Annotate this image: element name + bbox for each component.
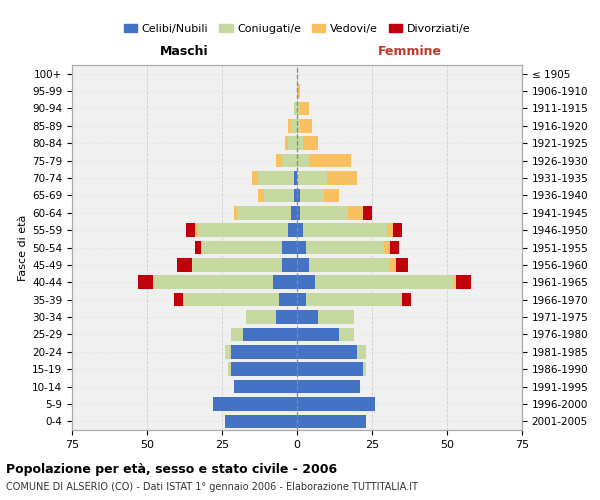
Bar <box>282 154 297 168</box>
Bar <box>297 224 303 237</box>
Bar <box>186 224 195 237</box>
Bar <box>309 154 351 168</box>
Bar <box>297 276 315 289</box>
Bar <box>297 380 360 394</box>
Bar <box>387 224 393 237</box>
Bar <box>390 240 399 254</box>
Bar <box>177 258 192 272</box>
Bar <box>396 258 408 272</box>
Bar <box>300 119 312 132</box>
Bar <box>183 293 279 306</box>
Bar <box>309 258 390 272</box>
Bar <box>306 240 384 254</box>
Bar <box>243 328 297 341</box>
Bar <box>297 154 309 168</box>
Text: Maschi: Maschi <box>160 45 209 58</box>
Bar <box>294 188 297 202</box>
Bar <box>153 276 273 289</box>
Bar <box>138 276 153 289</box>
Legend: Celibi/Nubili, Coniugati/e, Vedovi/e, Divorziati/e: Celibi/Nubili, Coniugati/e, Vedovi/e, Di… <box>119 20 475 38</box>
Bar <box>195 224 198 237</box>
Bar <box>297 397 375 410</box>
Bar <box>282 240 297 254</box>
Bar <box>291 206 297 220</box>
Bar <box>297 293 306 306</box>
Bar <box>288 119 291 132</box>
Bar <box>192 258 282 272</box>
Text: COMUNE DI ALSERIO (CO) - Dati ISTAT 1° gennaio 2006 - Elaborazione TUTTITALIA.IT: COMUNE DI ALSERIO (CO) - Dati ISTAT 1° g… <box>6 482 418 492</box>
Bar <box>291 119 297 132</box>
Bar <box>252 171 258 185</box>
Bar <box>300 188 324 202</box>
Bar <box>327 171 357 185</box>
Bar <box>306 293 402 306</box>
Bar <box>297 328 339 341</box>
Bar <box>453 276 456 289</box>
Bar <box>285 136 288 150</box>
Bar <box>297 258 309 272</box>
Bar <box>288 224 297 237</box>
Y-axis label: Anni di nascita: Anni di nascita <box>598 206 600 289</box>
Bar <box>225 414 297 428</box>
Bar <box>276 310 297 324</box>
Bar <box>273 276 297 289</box>
Bar <box>234 206 237 220</box>
Bar <box>339 328 354 341</box>
Bar <box>198 224 288 237</box>
Bar <box>456 276 471 289</box>
Bar <box>213 397 297 410</box>
Bar <box>231 362 297 376</box>
Bar <box>393 224 402 237</box>
Bar <box>297 240 306 254</box>
Bar <box>294 171 297 185</box>
Bar <box>303 224 387 237</box>
Bar <box>231 328 243 341</box>
Bar <box>402 293 411 306</box>
Bar <box>300 206 348 220</box>
Bar <box>279 293 297 306</box>
Bar <box>234 380 297 394</box>
Bar <box>297 188 300 202</box>
Bar <box>276 154 282 168</box>
Bar <box>258 188 264 202</box>
Bar <box>390 258 396 272</box>
Bar <box>297 119 300 132</box>
Bar <box>297 136 303 150</box>
Bar <box>363 362 366 376</box>
Bar <box>195 240 201 254</box>
Bar <box>231 345 297 358</box>
Bar <box>357 345 366 358</box>
Bar <box>297 414 366 428</box>
Bar <box>363 206 372 220</box>
Bar <box>258 171 294 185</box>
Bar <box>174 293 183 306</box>
Bar <box>288 136 297 150</box>
Bar <box>297 102 300 115</box>
Bar <box>201 240 282 254</box>
Bar <box>264 188 294 202</box>
Bar <box>225 345 231 358</box>
Bar <box>294 102 297 115</box>
Bar <box>315 276 453 289</box>
Bar <box>303 136 318 150</box>
Text: Popolazione per età, sesso e stato civile - 2006: Popolazione per età, sesso e stato civil… <box>6 462 337 475</box>
Bar <box>384 240 390 254</box>
Bar <box>324 188 339 202</box>
Bar <box>300 102 309 115</box>
Bar <box>297 310 318 324</box>
Bar <box>297 345 357 358</box>
Bar <box>228 362 231 376</box>
Bar <box>237 206 291 220</box>
Bar <box>297 206 300 220</box>
Bar <box>297 171 327 185</box>
Bar <box>297 84 300 98</box>
Bar <box>297 362 363 376</box>
Text: Femmine: Femmine <box>377 45 442 58</box>
Bar <box>246 310 276 324</box>
Bar <box>348 206 363 220</box>
Y-axis label: Fasce di età: Fasce di età <box>18 214 28 280</box>
Bar <box>282 258 297 272</box>
Bar <box>318 310 354 324</box>
